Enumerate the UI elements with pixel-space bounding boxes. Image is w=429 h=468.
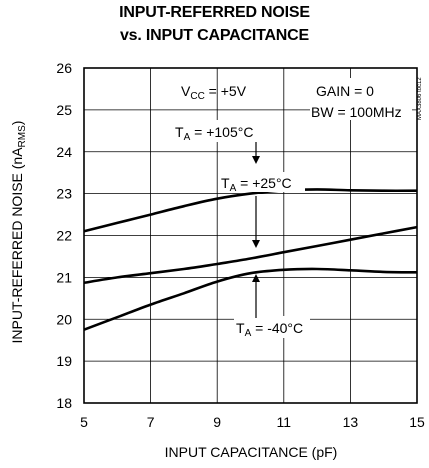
curve-25c — [83, 225, 418, 285]
y-tick-23: 23 — [56, 186, 72, 202]
bandwidth-annotation: BW = 100MHz — [311, 104, 402, 120]
chart-title-line1: INPUT-REFERRED NOISE — [119, 4, 310, 21]
y-tick-20: 20 — [56, 311, 72, 327]
label-bg-105c — [171, 120, 271, 142]
y-tick-22: 22 — [56, 228, 72, 244]
y-tick-18: 18 — [56, 395, 72, 411]
y-tick-25: 25 — [56, 102, 72, 118]
arrowhead-25c — [252, 240, 260, 248]
x-tick-13: 13 — [343, 414, 359, 430]
x-tick-labels: 5 7 9 11 13 15 — [80, 414, 425, 430]
gain-bw-label-background — [310, 78, 412, 120]
label-bg-minus40c — [234, 316, 310, 338]
series-label-25c: TA = +25°C — [221, 175, 292, 194]
y-tick-19: 19 — [56, 353, 72, 369]
y-tick-labels: 18 19 20 21 22 23 24 25 26 — [56, 60, 72, 411]
plot-frame — [83, 67, 418, 404]
chart-title-line2: vs. INPUT CAPACITANCE — [119, 27, 309, 44]
gain-annotation: GAIN = 0 — [316, 83, 374, 99]
x-tick-11: 11 — [277, 414, 292, 430]
x-tick-5: 5 — [80, 414, 88, 430]
arrowhead-105c — [252, 156, 260, 164]
x-tick-15: 15 — [409, 414, 425, 430]
part-number-text: MAX3806 toc12 — [417, 77, 423, 120]
y-tick-24: 24 — [56, 144, 72, 160]
series-label-105c: TA = +105°C — [175, 124, 253, 143]
y-tick-21: 21 — [56, 269, 72, 285]
arrowhead-minus40c — [252, 274, 260, 282]
curve-105c — [83, 188, 418, 233]
label-bg-25c — [219, 172, 305, 192]
series-label-minus40c: TA = -40°C — [236, 320, 303, 339]
data-series — [83, 188, 418, 331]
x-axis-label: INPUT CAPACITANCE (pF) — [165, 444, 338, 460]
y-axis-label: INPUT-REFERRED NOISE (nARMS) — [9, 121, 28, 344]
y-tick-26: 26 — [56, 60, 72, 76]
curve-minus40c — [83, 267, 418, 331]
x-tick-9: 9 — [213, 414, 221, 430]
x-tick-7: 7 — [147, 414, 155, 430]
vcc-annotation: VCC = +5V — [181, 83, 247, 102]
